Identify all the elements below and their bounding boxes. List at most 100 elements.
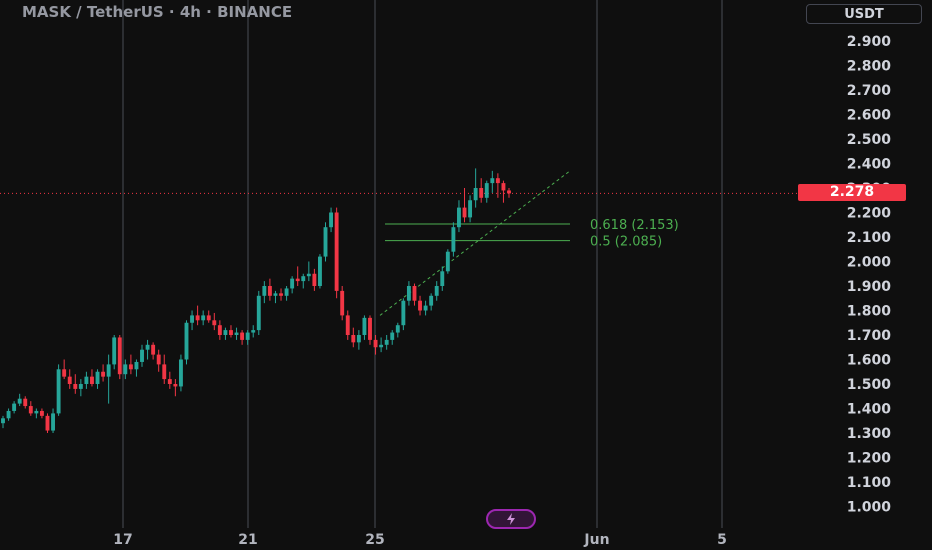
candle-body [223,330,228,335]
candle [329,207,334,233]
candle [201,310,206,326]
replay-button[interactable] [486,509,536,529]
time-axis-label: 17 [113,532,132,548]
candle [395,322,400,338]
candle-body [1,418,5,424]
candle-body [190,315,195,323]
candle-body [62,369,67,377]
candle-body [206,315,211,321]
candle-body [173,384,178,387]
candle [162,354,167,384]
candle-body [234,332,239,335]
candle [223,327,228,340]
candle [90,369,94,387]
candle-body [373,339,378,348]
price-axis-label: 1.600 [847,353,892,369]
candle [406,281,411,306]
candle-body [501,183,506,191]
candle-body [445,251,450,272]
candle [267,278,272,301]
candle-body [217,325,222,335]
price-axis[interactable]: 2.9002.8002.7002.6002.5002.4002.3002.200… [847,34,892,516]
fibonacci-retracement[interactable]: 0.618 (2.153) 0.5 (2.085) [379,170,679,316]
price-axis-label: 2.400 [847,157,892,173]
candle-body [329,212,334,228]
price-axis-label: 2.100 [847,230,892,246]
candle [178,354,183,392]
candle [262,281,267,304]
price-axis-label: 2.000 [847,255,892,271]
candle [173,379,178,397]
candle-body [340,290,345,316]
candle [78,379,83,397]
candle [384,335,389,350]
vertical-grid-lines [122,0,723,528]
candle-body [384,339,389,345]
candle [234,327,239,340]
candle-body [473,188,478,201]
candle-body [184,322,189,360]
candle-body [423,305,428,311]
candle-body [45,415,50,431]
time-axis[interactable]: 17 21 25 Jun 5 [113,532,727,548]
candle-body [245,332,250,340]
candle-body [390,332,395,340]
candle-body [418,300,422,311]
candle-body [295,278,300,282]
candle [34,408,39,419]
price-axis-label: 2.800 [847,59,892,75]
candle-body [101,371,106,377]
fib-trend-line[interactable] [379,170,571,316]
candle-body [484,183,489,198]
candle-body [301,276,306,282]
price-axis-label: 2.500 [847,132,892,148]
candle-body [462,207,467,218]
candle [490,170,495,193]
candle [67,369,72,389]
candle-body [490,178,495,184]
candle [306,261,311,282]
candle [373,335,378,355]
candle [128,354,133,375]
candle-body [34,410,39,414]
candle [217,320,222,340]
candle [507,188,511,198]
candle-body [117,337,122,375]
candle-body [56,369,61,414]
candle-body [201,315,206,321]
candle [51,408,55,433]
candle [140,344,144,367]
candle-body [167,379,172,384]
candle-body [334,212,339,291]
candle [167,371,172,389]
candle [495,173,500,198]
candle [95,369,100,389]
candle-body [379,344,384,348]
candle [84,371,89,389]
candle-body [151,344,156,355]
candle-body [306,273,311,277]
candle-body [229,330,233,335]
candle [290,276,295,294]
candle [212,312,217,331]
candle [284,286,289,301]
candle [240,330,245,345]
candle-body [6,410,11,419]
candle-body [401,300,406,326]
candle [434,281,439,301]
candle [28,401,33,416]
price-axis-label: 1.900 [847,279,892,295]
currency-button[interactable]: USDT [806,4,922,24]
candle-body [106,364,111,377]
candle [429,293,434,311]
candle [334,207,339,299]
candle [462,188,467,223]
candle [106,354,111,404]
candle [101,364,106,382]
candle-body [128,364,133,370]
candle-body [134,361,139,370]
candle-body [495,178,500,184]
candle [473,168,478,208]
candle-body [429,295,434,306]
